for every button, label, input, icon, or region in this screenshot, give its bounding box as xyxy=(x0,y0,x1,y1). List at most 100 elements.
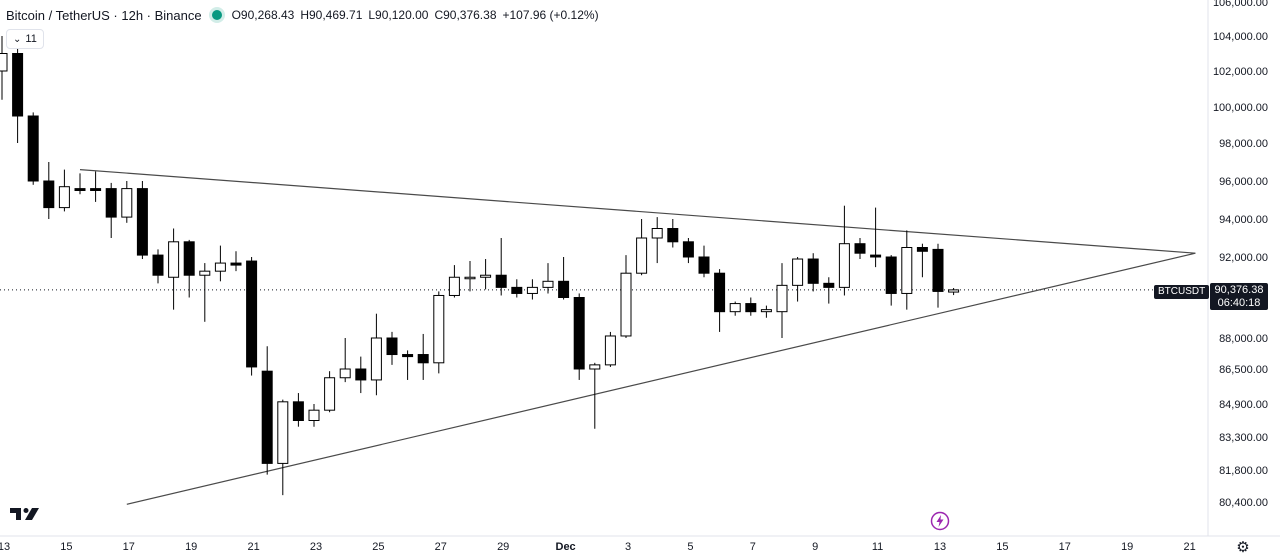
candle-body xyxy=(823,282,835,288)
candle-body xyxy=(838,243,850,288)
candle-body xyxy=(230,262,242,266)
candle-body xyxy=(870,254,882,258)
candle-body xyxy=(214,262,226,272)
open-value: O90,268.43 xyxy=(231,8,295,22)
candle-body xyxy=(152,254,164,276)
y-tick-label: 100,000.00 xyxy=(1213,102,1268,114)
x-tick-label: 23 xyxy=(310,541,322,553)
candle-body xyxy=(433,294,445,364)
x-tick-label: 17 xyxy=(123,541,135,553)
x-tick-label: 9 xyxy=(812,541,818,553)
candle-body xyxy=(292,401,304,421)
symbol-price-badge: BTCUSDT xyxy=(1154,285,1210,299)
candle-body xyxy=(246,260,258,368)
candle-body xyxy=(760,309,772,313)
candle-body xyxy=(714,272,726,313)
candle-body xyxy=(464,276,476,280)
x-tick-label: 5 xyxy=(687,541,693,553)
market-status-icon xyxy=(211,10,222,20)
y-tick-label: 80,400.00 xyxy=(1219,497,1268,509)
candle-body xyxy=(542,280,554,288)
candle-body xyxy=(27,115,39,182)
ohlc-readout: O90,268.43 H90,469.71 L90,120.00 C90,376… xyxy=(232,8,599,22)
indicator-count: 11 xyxy=(25,33,37,45)
candle-body xyxy=(636,237,648,274)
x-tick-label: 21 xyxy=(1183,541,1195,553)
candle-body xyxy=(745,303,757,313)
bar-countdown: 06:40:18 xyxy=(1217,297,1261,309)
candle-body xyxy=(932,248,944,292)
x-tick-label: 19 xyxy=(1121,541,1133,553)
x-tick-label: 17 xyxy=(1059,541,1071,553)
candle-body xyxy=(43,180,55,209)
candle-body xyxy=(682,241,694,258)
candle-body xyxy=(261,370,273,464)
candle-body xyxy=(370,337,382,381)
y-tick-label: 104,000.00 xyxy=(1213,31,1268,43)
x-tick-label: 19 xyxy=(185,541,197,553)
candle-body xyxy=(308,409,320,421)
x-tick-label: 11 xyxy=(872,541,883,553)
candle-body xyxy=(324,377,336,411)
candle-body xyxy=(729,303,741,313)
candle-body xyxy=(386,337,398,356)
candle-body xyxy=(807,258,819,284)
candle-body xyxy=(402,354,414,358)
candle-body xyxy=(526,286,538,294)
y-tick-label: 96,000.00 xyxy=(1219,176,1268,188)
candle-body xyxy=(854,243,866,254)
candle-body xyxy=(495,274,507,288)
y-tick-label: 102,000.00 xyxy=(1213,66,1268,78)
candle-body xyxy=(511,286,523,294)
candle-body xyxy=(651,228,663,239)
candle-body xyxy=(58,186,70,209)
candle-body xyxy=(136,188,148,256)
x-tick-label: 27 xyxy=(435,541,447,553)
x-tick-label: 25 xyxy=(372,541,384,553)
x-tick-label: 21 xyxy=(247,541,259,553)
x-tick-label: 15 xyxy=(996,541,1008,553)
candle-body xyxy=(916,247,928,252)
candle-body xyxy=(277,401,289,464)
gear-icon[interactable]: ⚙ xyxy=(1236,539,1250,556)
candle-body xyxy=(355,368,367,381)
y-tick-label: 88,000.00 xyxy=(1219,333,1268,345)
candle-body xyxy=(667,228,679,243)
candle-body xyxy=(339,368,351,379)
y-tick-label: 84,900.00 xyxy=(1219,399,1268,411)
x-tick-label: 13 xyxy=(934,541,946,553)
x-tick-label: 7 xyxy=(750,541,756,553)
candle-body xyxy=(589,364,601,370)
trendline xyxy=(79,169,1196,254)
candle-body xyxy=(90,188,102,192)
chart-header: Bitcoin / TetherUS · 12h · Binance O90,2… xyxy=(6,5,599,25)
tradingview-logo-icon[interactable] xyxy=(10,504,42,522)
x-tick-label: 29 xyxy=(497,541,509,553)
current-price-badge: 90,376.38 06:40:18 xyxy=(1210,283,1268,310)
change-value: +107.96 (+0.12%) xyxy=(502,8,599,22)
candle-body xyxy=(792,258,804,286)
indicators-collapse-button[interactable]: ⌄ 11 xyxy=(6,29,44,49)
candle-body xyxy=(0,53,8,72)
lightning-icon[interactable] xyxy=(930,511,950,531)
candle-body xyxy=(698,256,710,274)
candle-body xyxy=(604,335,616,366)
candle-body xyxy=(776,284,788,313)
current-price-value: 90,376.38 xyxy=(1214,284,1264,296)
candle-body xyxy=(885,256,897,294)
candle-body xyxy=(480,274,492,278)
trendline xyxy=(126,252,1196,505)
y-tick-label: 81,800.00 xyxy=(1219,465,1268,477)
candle-body xyxy=(573,297,585,370)
y-tick-label: 94,000.00 xyxy=(1219,214,1268,226)
symbol-title[interactable]: Bitcoin / TetherUS · 12h · Binance xyxy=(6,7,202,23)
y-tick-label: 92,000.00 xyxy=(1219,252,1268,264)
y-tick-label: 83,300.00 xyxy=(1219,432,1268,444)
candle-body xyxy=(74,188,86,192)
candle-body xyxy=(558,280,570,298)
candle-body xyxy=(620,272,632,337)
candle-body xyxy=(448,276,460,296)
y-tick-label: 98,000.00 xyxy=(1219,138,1268,150)
y-tick-label: 106,000.00 xyxy=(1213,0,1268,9)
